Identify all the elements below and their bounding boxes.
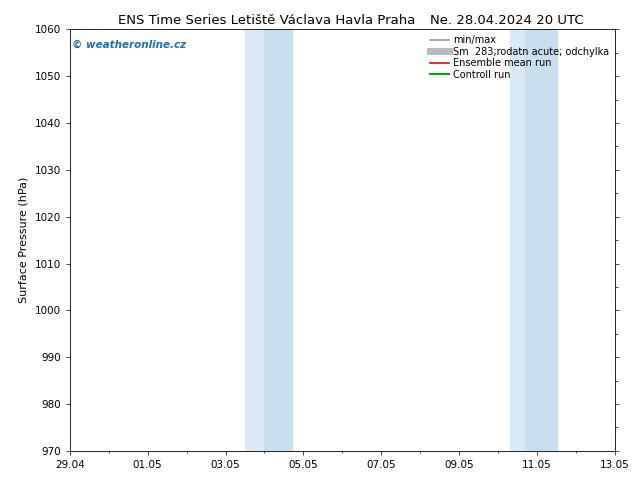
- Legend: min/max, Sm  283;rodatn acute; odchylka, Ensemble mean run, Controll run: min/max, Sm 283;rodatn acute; odchylka, …: [429, 34, 610, 80]
- Bar: [510, 29, 526, 451]
- Text: Ne. 28.04.2024 20 UTC: Ne. 28.04.2024 20 UTC: [430, 14, 584, 27]
- Bar: [264, 29, 292, 451]
- Y-axis label: Surface Pressure (hPa): Surface Pressure (hPa): [19, 177, 29, 303]
- Bar: [526, 29, 557, 451]
- Text: © weatheronline.cz: © weatheronline.cz: [72, 40, 186, 50]
- Bar: [245, 29, 264, 451]
- Text: ENS Time Series Letiště Václava Havla Praha: ENS Time Series Letiště Václava Havla Pr…: [117, 14, 415, 27]
